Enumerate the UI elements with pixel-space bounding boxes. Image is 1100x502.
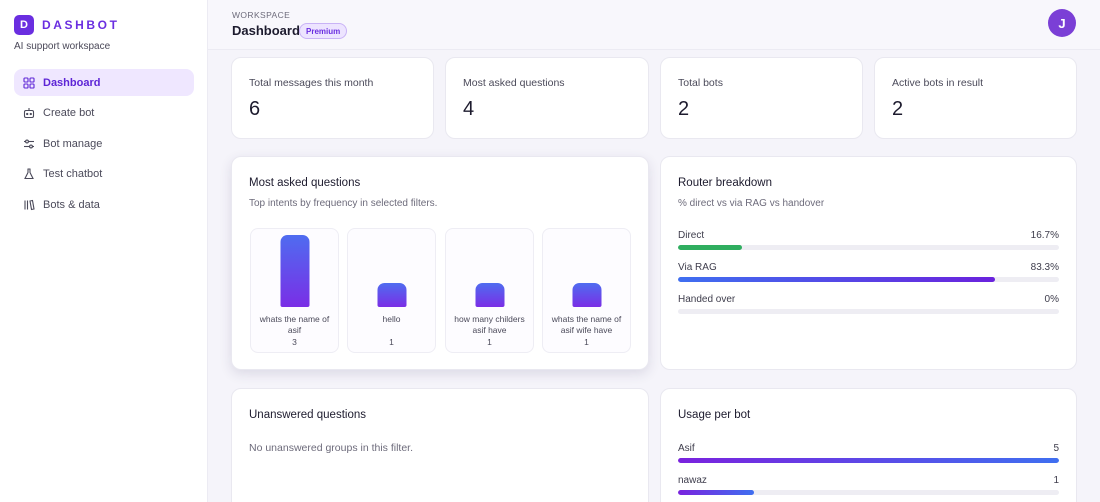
sidebar-item-label: Create bot: [43, 107, 95, 119]
question-card[interactable]: whats the name of asif wife have 1: [542, 228, 631, 353]
question-bar: [475, 283, 504, 307]
question-label: whats the name of asif: [259, 314, 330, 335]
usage-fill: [678, 458, 1059, 463]
question-count: 3: [292, 337, 297, 347]
avatar[interactable]: J: [1048, 9, 1076, 37]
sidebar-item-bot-manage[interactable]: Bot manage: [14, 130, 194, 157]
settings-sliders-icon: [23, 138, 35, 150]
stat-value: 2: [678, 98, 690, 120]
stat-card-total-messages: Total messages this month 6: [231, 57, 434, 139]
most-asked-panel: Most asked questions Top intents by freq…: [231, 156, 649, 370]
question-bar: [572, 283, 601, 307]
sidebar-item-label: Bots & data: [43, 198, 100, 211]
router-percent: 83.3%: [1030, 262, 1059, 273]
router-label: Handed over: [678, 294, 736, 305]
empty-state-text: No unanswered groups in this filter.: [249, 442, 414, 454]
question-count: 1: [389, 337, 394, 347]
sidebar-item-bots-data[interactable]: Bots & data: [14, 191, 194, 218]
router-breakdown-panel: Router breakdown % direct vs via RAG vs …: [660, 156, 1077, 370]
brand-logo: D: [14, 15, 34, 35]
brand-subtitle: AI support workspace: [14, 41, 111, 52]
panel-subtitle: Top intents by frequency in selected fil…: [249, 198, 438, 209]
sidebar-item-create-bot[interactable]: Create bot: [14, 100, 194, 127]
bot-icon: [23, 107, 35, 119]
grid-icon: [23, 76, 35, 89]
usage-label: Asif: [678, 443, 695, 454]
stat-label: Active bots in result: [892, 77, 984, 89]
stat-value: 4: [463, 98, 475, 120]
router-label: Direct: [678, 230, 705, 241]
stat-card-most-asked: Most asked questions 4: [445, 57, 649, 139]
usage-row-nawaz: nawaz 1: [678, 475, 1059, 495]
question-card[interactable]: how many childers asif have 1: [445, 228, 534, 353]
sidebar-item-label: Bot manage: [43, 137, 103, 150]
sidebar-item-dashboard[interactable]: Dashboard: [14, 69, 194, 96]
question-label: whats the name of asif wife have: [551, 314, 622, 335]
question-count: 1: [487, 337, 492, 347]
page-title: Dashboard: [232, 23, 300, 38]
router-fill: [678, 245, 742, 250]
brand-name: DASHBOT: [42, 18, 120, 32]
usage-count: 5: [1053, 443, 1059, 454]
flask-icon: [23, 168, 35, 180]
usage-track: [678, 458, 1059, 463]
router-track: [678, 277, 1059, 282]
question-card[interactable]: whats the name of asif 3: [250, 228, 339, 353]
sidebar-item-label: Test chatbot: [43, 168, 103, 180]
question-label: how many childers asif have: [454, 314, 525, 335]
stat-label: Total bots: [678, 77, 723, 89]
router-row-handed-over: Handed over 0%: [678, 294, 1059, 314]
sidebar: D DASHBOT AI support workspace Dashboard…: [0, 0, 208, 502]
router-track: [678, 309, 1059, 314]
workspace-label: WORKSPACE: [232, 10, 291, 20]
router-percent: 0%: [1044, 294, 1059, 305]
router-row-direct: Direct 16.7%: [678, 230, 1059, 250]
question-count: 1: [584, 337, 589, 347]
panel-subtitle: % direct vs via RAG vs handover: [678, 198, 825, 209]
sidebar-nav: Dashboard Create bot Bot manage Test cha…: [14, 69, 194, 222]
router-fill: [678, 277, 996, 282]
stat-card-total-bots: Total bots 2: [660, 57, 863, 139]
panel-title: Usage per bot: [678, 409, 751, 421]
stat-value: 2: [892, 98, 904, 120]
question-bar: [280, 235, 309, 307]
sidebar-item-label: Dashboard: [43, 76, 101, 89]
question-bar: [377, 283, 406, 307]
library-icon: [23, 199, 35, 211]
usage-count: 1: [1053, 475, 1059, 486]
question-card[interactable]: hello 1: [347, 228, 436, 353]
router-track: [678, 245, 1059, 250]
stat-label: Most asked questions: [463, 77, 565, 89]
usage-label: nawaz: [678, 475, 707, 486]
panel-title: Router breakdown: [678, 177, 772, 189]
question-label: hello: [382, 314, 401, 324]
plan-badge: Premium: [299, 23, 348, 39]
usage-fill: [678, 490, 755, 495]
brand[interactable]: D DASHBOT: [14, 15, 120, 35]
router-label: Via RAG: [678, 262, 717, 273]
stat-label: Total messages this month: [249, 77, 374, 89]
sidebar-item-test-chatbot[interactable]: Test chatbot: [14, 161, 194, 188]
usage-row-asif: Asif 5: [678, 443, 1059, 463]
usage-per-bot-panel: Usage per bot Asif 5 nawaz 1: [660, 388, 1077, 502]
panel-title: Unanswered questions: [249, 409, 366, 421]
stat-card-active-bots: Active bots in result 2: [874, 57, 1077, 139]
usage-track: [678, 490, 1059, 495]
top-header: WORKSPACE Dashboard Premium J: [208, 0, 1100, 50]
stat-value: 6: [249, 98, 261, 120]
unanswered-panel: Unanswered questions No unanswered group…: [231, 388, 649, 502]
panel-title: Most asked questions: [249, 177, 361, 189]
router-percent: 16.7%: [1030, 230, 1059, 241]
router-row-via-rag: Via RAG 83.3%: [678, 262, 1059, 282]
